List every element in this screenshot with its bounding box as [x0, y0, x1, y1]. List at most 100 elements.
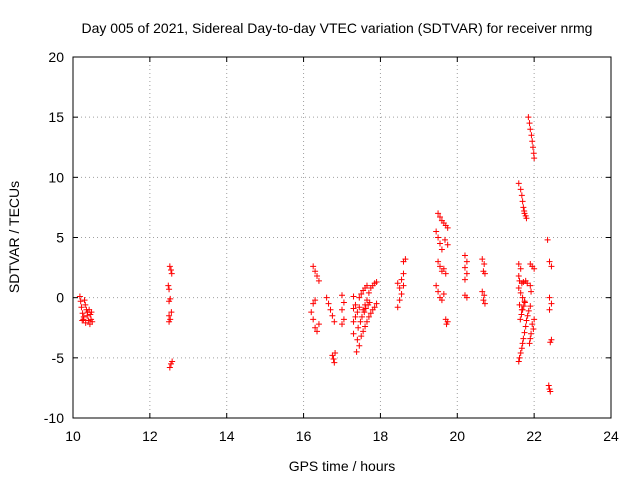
data-point-marker [327, 306, 334, 313]
data-point-marker [331, 318, 338, 325]
data-point-marker [444, 224, 451, 231]
data-point-marker [515, 180, 522, 187]
data-point-marker [461, 252, 468, 259]
data-point-marker [528, 132, 535, 139]
data-point-marker [519, 294, 526, 301]
data-point-marker [519, 340, 526, 347]
data-point-marker [479, 256, 486, 263]
data-point-marker [358, 291, 365, 298]
data-point-marker [394, 304, 401, 311]
data-point-marker [523, 317, 530, 324]
data-point-marker [396, 297, 403, 304]
data-point-marker [310, 316, 317, 323]
data-point-marker [529, 138, 536, 145]
data-point-marker [530, 325, 537, 332]
data-point-marker [356, 294, 363, 301]
data-point-marker [312, 297, 319, 304]
data-point-marker [436, 240, 443, 247]
y-tick-label: -10 [44, 410, 64, 426]
data-point-marker [396, 285, 403, 292]
data-point-marker [360, 306, 367, 313]
data-point-marker [515, 273, 522, 280]
data-point-marker [531, 155, 538, 162]
data-point-marker [400, 282, 407, 289]
data-point-marker [166, 263, 173, 270]
data-point-marker [353, 348, 360, 355]
data-point-marker [435, 288, 442, 295]
data-point-marker [546, 306, 553, 313]
data-point-marker [339, 321, 345, 328]
data-point-marker [435, 258, 442, 265]
data-point-marker [520, 204, 527, 211]
data-point-marker [340, 316, 347, 323]
data-point-marker [81, 297, 88, 304]
data-point-marker [516, 354, 523, 361]
data-point-marker [435, 210, 442, 217]
x-tick-label: 20 [449, 428, 465, 444]
data-point-marker [463, 270, 470, 277]
data-point-marker [518, 192, 525, 199]
data-point-marker [166, 318, 173, 325]
data-point-marker [339, 306, 345, 313]
data-point-marker [548, 300, 555, 307]
data-point-marker [529, 321, 536, 328]
data-point-marker [350, 305, 357, 312]
data-point-marker [363, 318, 370, 325]
data-point-marker [515, 358, 522, 365]
x-tick-label: 10 [65, 428, 81, 444]
data-point-marker [398, 276, 405, 283]
data-point-marker [367, 310, 374, 317]
data-point-marker [517, 289, 524, 296]
data-point-marker [325, 300, 332, 307]
data-point-marker [165, 282, 172, 289]
data-point-marker [515, 285, 522, 292]
x-axis-ticks: 10 12 14 16 18 20 22 24 [65, 57, 619, 444]
data-point-marker [524, 280, 531, 287]
y-tick-label: 5 [56, 230, 64, 246]
data-point-marker [310, 263, 317, 270]
data-point-marker [356, 304, 363, 311]
data-point-marker [339, 292, 345, 299]
data-point-marker [480, 297, 487, 304]
data-point-marker [362, 323, 369, 330]
data-point-marker [352, 301, 359, 308]
data-point-marker [166, 364, 173, 371]
data-point-marker [168, 270, 175, 277]
y-tick-label: 20 [48, 49, 64, 65]
data-point-marker [340, 299, 347, 306]
data-point-marker [373, 279, 380, 286]
data-point-marker [166, 312, 173, 319]
data-point-marker [546, 258, 553, 265]
data-point-marker [329, 312, 336, 319]
data-point-marker [310, 300, 317, 307]
data-point-marker [350, 293, 357, 300]
data-point-marker [315, 321, 322, 328]
data-point-marker [315, 277, 322, 284]
data-point-marker [481, 260, 488, 267]
data-point-marker [461, 264, 468, 271]
data-point-marker [523, 215, 530, 222]
data-point-marker [362, 305, 369, 312]
data-point-marker [525, 114, 532, 121]
data-point-marker [517, 186, 524, 193]
data-point-marker [350, 330, 357, 337]
data-point-marker [517, 265, 524, 272]
data-point-marker [463, 294, 470, 301]
data-point-marker [357, 318, 364, 325]
data-point-marker [518, 311, 525, 318]
data-point-marker [354, 336, 361, 343]
data-point-marker [547, 339, 554, 346]
data-point-marker [312, 268, 319, 275]
data-point-marker [360, 328, 367, 335]
grid-lines [73, 57, 611, 418]
data-point-marker [362, 301, 369, 308]
y-tick-label: 10 [48, 169, 64, 185]
data-point-marker [546, 294, 553, 301]
data-point-marker [531, 316, 538, 323]
plot-frame [72, 56, 612, 419]
data-point-marker [517, 350, 524, 357]
data-point-marker [356, 342, 363, 349]
y-tick-label: 0 [56, 290, 64, 306]
data-point-marker [358, 333, 365, 340]
data-point-marker [526, 120, 533, 127]
